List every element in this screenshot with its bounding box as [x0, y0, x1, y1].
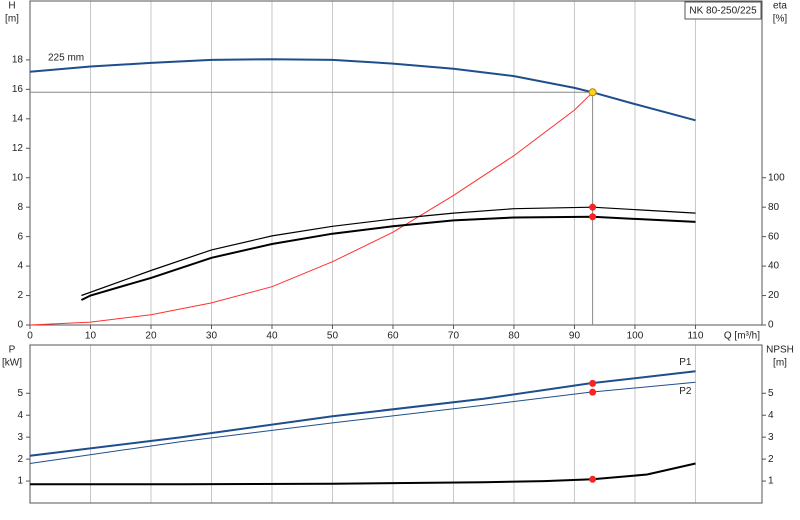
y2-axis-label: [%]	[773, 14, 788, 25]
y-tick-label: 2	[17, 290, 23, 301]
y-tick-label: 3	[17, 432, 23, 443]
y2-axis-label: NPSH	[766, 345, 794, 356]
series-label: P1	[679, 357, 692, 368]
y-tick-label: 4	[17, 410, 23, 421]
x-tick-label: 50	[327, 331, 339, 342]
curve	[29, 370, 696, 457]
series-label: 225 mm	[48, 52, 84, 63]
operating-point	[588, 88, 597, 97]
y2-tick-label: 0	[768, 320, 774, 331]
y-axis-label: [kW]	[2, 358, 22, 369]
operating-point	[589, 475, 597, 483]
x-axis-label: Q [m³/h]	[724, 331, 760, 342]
y-axis-label: [m]	[5, 14, 19, 25]
x-tick-label: 40	[266, 331, 278, 342]
y2-axis-label: eta	[773, 1, 787, 12]
x-tick-label: 90	[569, 331, 581, 342]
y-tick-label: 14	[12, 113, 24, 124]
curve	[81, 206, 696, 297]
y2-tick-label: 100	[768, 172, 785, 183]
x-tick-label: 0	[27, 331, 33, 342]
y-tick-label: 1	[17, 476, 23, 487]
x-tick-label: 110	[687, 331, 703, 342]
y-tick-label: 5	[17, 388, 23, 399]
y2-tick-label: 4	[768, 410, 774, 421]
y-tick-label: 2	[17, 454, 23, 465]
y-tick-label: 16	[12, 84, 24, 95]
operating-point	[589, 379, 597, 387]
operating-point	[589, 213, 597, 221]
y2-tick-label: 1	[768, 476, 774, 487]
operating-point	[589, 388, 597, 396]
x-tick-label: 20	[145, 331, 157, 342]
plot-frame	[29, 0, 763, 326]
y2-axis-label: [m]	[773, 358, 787, 369]
y-tick-label: 12	[12, 143, 24, 154]
y2-tick-label: 5	[768, 388, 774, 399]
x-tick-label: 70	[448, 331, 460, 342]
series-label: P2	[679, 386, 692, 397]
y-tick-label: 10	[12, 172, 24, 183]
title-box	[684, 1, 762, 20]
operating-point	[589, 203, 597, 211]
y-tick-label: 8	[17, 202, 23, 213]
y2-tick-label: 80	[768, 202, 780, 213]
curve	[80, 215, 696, 301]
y2-tick-label: 3	[768, 432, 774, 443]
y-axis-label: P	[9, 345, 16, 356]
curve	[30, 462, 696, 486]
curve	[29, 91, 593, 326]
curve	[29, 381, 696, 464]
y-tick-label: 4	[17, 261, 23, 272]
x-tick-label: 80	[508, 331, 520, 342]
y2-tick-label: 40	[768, 261, 780, 272]
y2-tick-label: 2	[768, 454, 774, 465]
chart-title: NK 80-250/225	[689, 6, 757, 17]
y2-tick-label: 20	[768, 290, 780, 301]
x-tick-label: 60	[387, 331, 399, 342]
x-tick-label: 10	[85, 331, 97, 342]
y-tick-label: 0	[17, 320, 23, 331]
y-tick-label: 6	[17, 231, 23, 242]
y-tick-label: 18	[12, 55, 24, 66]
x-tick-label: 100	[627, 331, 644, 342]
y2-tick-label: 60	[768, 231, 780, 242]
plot-frame	[29, 344, 763, 504]
y-axis-label: H	[8, 1, 15, 12]
x-tick-label: 30	[206, 331, 218, 342]
